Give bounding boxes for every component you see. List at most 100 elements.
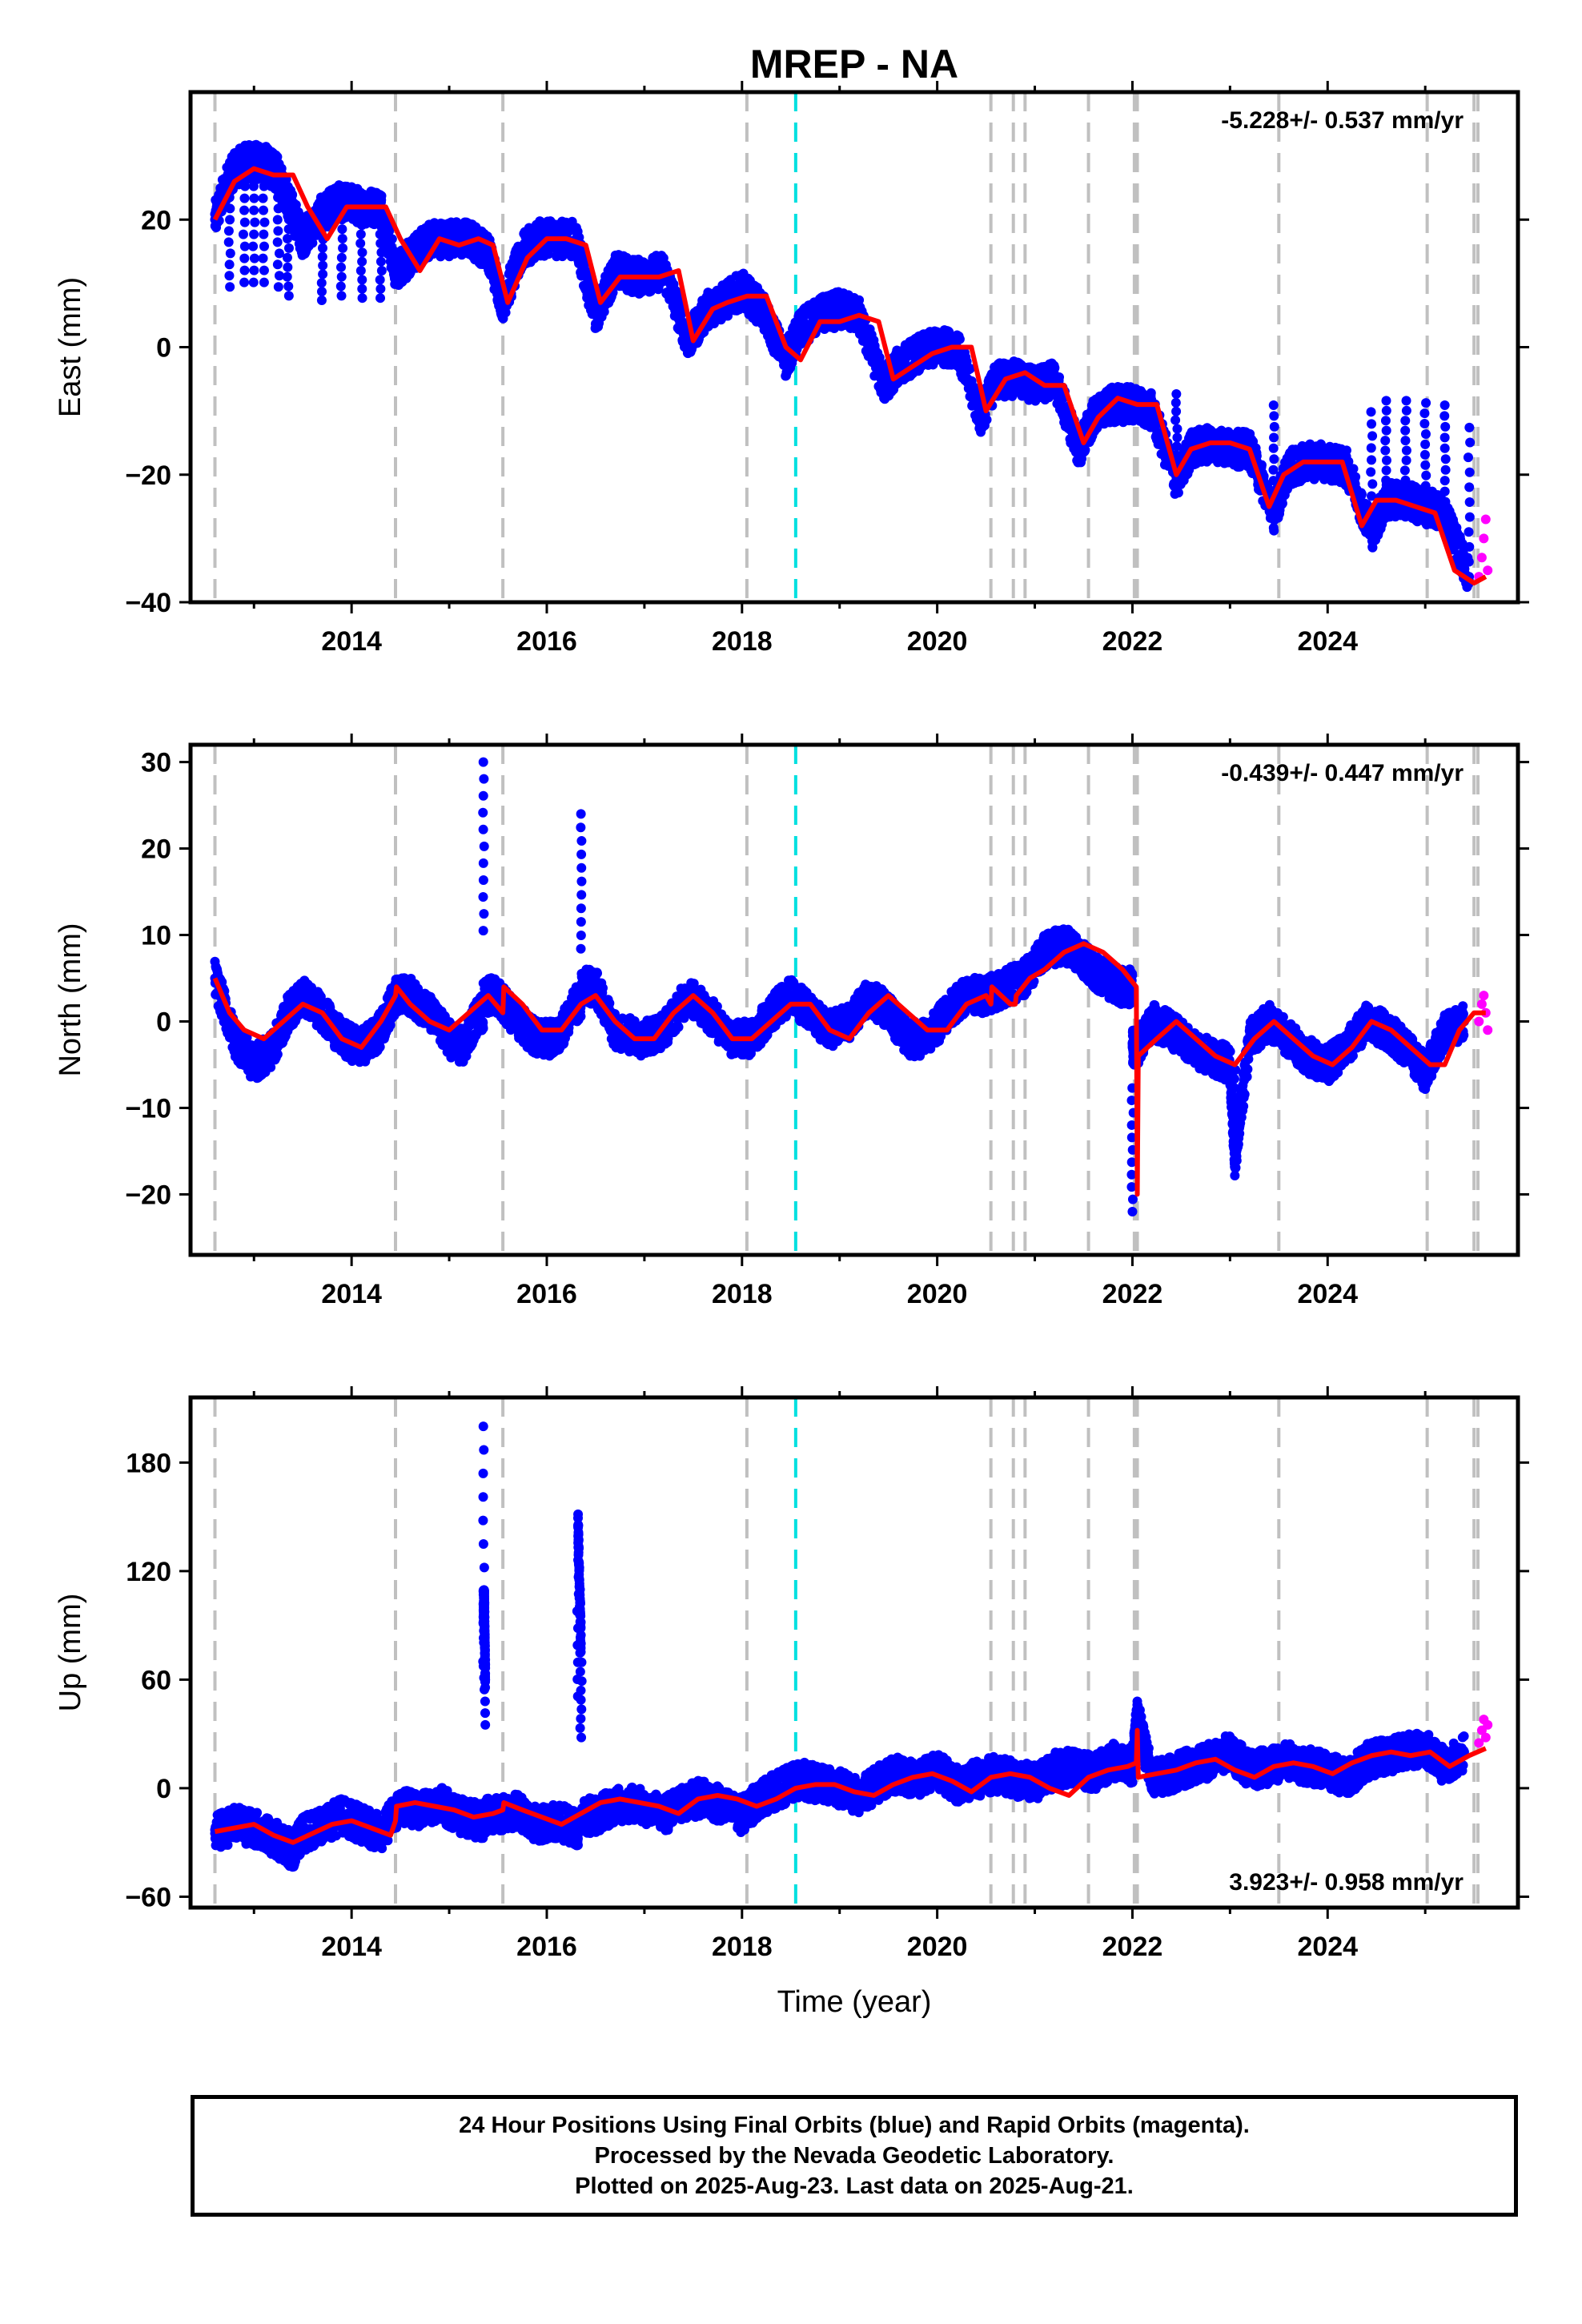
- data-point: [1421, 470, 1431, 480]
- data-point: [1480, 514, 1491, 525]
- data-point: [239, 265, 250, 275]
- data-point: [1400, 425, 1411, 436]
- data-point: [223, 237, 234, 247]
- data-point: [1420, 439, 1431, 449]
- data-point: [375, 275, 385, 285]
- data-point: [1172, 432, 1182, 443]
- data-point: [249, 157, 259, 167]
- data-point: [1351, 472, 1361, 482]
- data-point: [1464, 422, 1475, 432]
- data-point: [357, 293, 367, 304]
- data-point: [1170, 397, 1181, 408]
- data-point: [248, 181, 259, 191]
- data-point: [1440, 454, 1451, 464]
- data-point: [273, 192, 283, 203]
- data-point: [272, 215, 283, 225]
- data-point: [259, 157, 269, 167]
- data-point: [1268, 464, 1279, 475]
- data-point: [259, 277, 269, 287]
- data-point: [1171, 406, 1182, 416]
- data-point: [283, 215, 294, 225]
- data-point: [317, 243, 327, 253]
- data-point: [1170, 415, 1181, 425]
- data-point: [337, 224, 347, 235]
- data-point: [795, 323, 805, 333]
- data-point: [336, 252, 347, 263]
- data-point: [1366, 407, 1376, 417]
- data-point: [239, 217, 250, 227]
- data-point: [357, 283, 367, 294]
- data-point: [387, 234, 397, 244]
- data-point: [1269, 421, 1279, 432]
- data-point: [1380, 436, 1391, 446]
- data-point: [1439, 497, 1450, 508]
- data-point: [1400, 436, 1411, 446]
- data-point: [1171, 441, 1182, 452]
- data-point: [357, 275, 367, 285]
- data-point: [384, 223, 395, 234]
- data-point: [1420, 460, 1431, 470]
- data-point: [1439, 432, 1450, 443]
- data-point: [338, 243, 348, 253]
- data-point: [283, 195, 293, 206]
- data-point: [913, 348, 923, 359]
- data-point: [1269, 508, 1279, 518]
- data-point: [318, 260, 328, 271]
- data-point: [893, 361, 903, 372]
- data-point: [1381, 455, 1391, 465]
- data-point: [1420, 428, 1431, 439]
- data-point: [1049, 374, 1059, 384]
- data-point: [1440, 464, 1451, 475]
- data-point: [357, 247, 367, 258]
- data-point: [283, 262, 293, 272]
- data-point: [355, 229, 366, 239]
- x-tick-label: 2014: [321, 626, 382, 657]
- data-point: [375, 229, 385, 239]
- data-point: [272, 259, 283, 270]
- data-point: [239, 205, 250, 215]
- data-point: [781, 355, 791, 365]
- data-point: [238, 229, 248, 239]
- data-point: [1464, 497, 1475, 507]
- data-point: [610, 265, 620, 275]
- data-point: [1356, 489, 1367, 500]
- data-point: [249, 229, 259, 239]
- data-point: [1439, 411, 1450, 421]
- data-point: [336, 195, 347, 206]
- data-point: [224, 170, 235, 180]
- data-point: [1269, 525, 1279, 536]
- data-point: [1381, 405, 1391, 416]
- data-point: [336, 271, 347, 282]
- data-point: [1439, 443, 1450, 453]
- data-point: [239, 157, 250, 167]
- data-point: [1268, 443, 1279, 453]
- data-point: [316, 295, 327, 305]
- data-point: [640, 258, 650, 268]
- data-point: [834, 304, 845, 314]
- data-point: [1269, 411, 1279, 421]
- data-point: [337, 233, 347, 243]
- data-point: [376, 191, 387, 201]
- data-point: [1464, 557, 1474, 567]
- data-point: [1464, 512, 1475, 522]
- data-point: [737, 284, 747, 295]
- data-point: [318, 269, 328, 279]
- data-point: [375, 220, 385, 231]
- data-point: [1463, 452, 1473, 463]
- data-point: [307, 238, 318, 248]
- data-point: [1381, 396, 1391, 406]
- data-point: [878, 380, 889, 391]
- data-point: [250, 217, 260, 227]
- model-fit-line-east: [212, 166, 1488, 586]
- panel-frame: [188, 90, 1520, 605]
- data-point: [249, 205, 259, 215]
- data-point: [240, 181, 251, 191]
- data-point: [273, 282, 283, 292]
- data-point: [355, 238, 366, 248]
- data-point: [1419, 419, 1430, 429]
- data-point: [298, 234, 308, 244]
- data-point: [224, 271, 235, 281]
- data-point: [1439, 486, 1450, 497]
- data-point: [854, 295, 865, 305]
